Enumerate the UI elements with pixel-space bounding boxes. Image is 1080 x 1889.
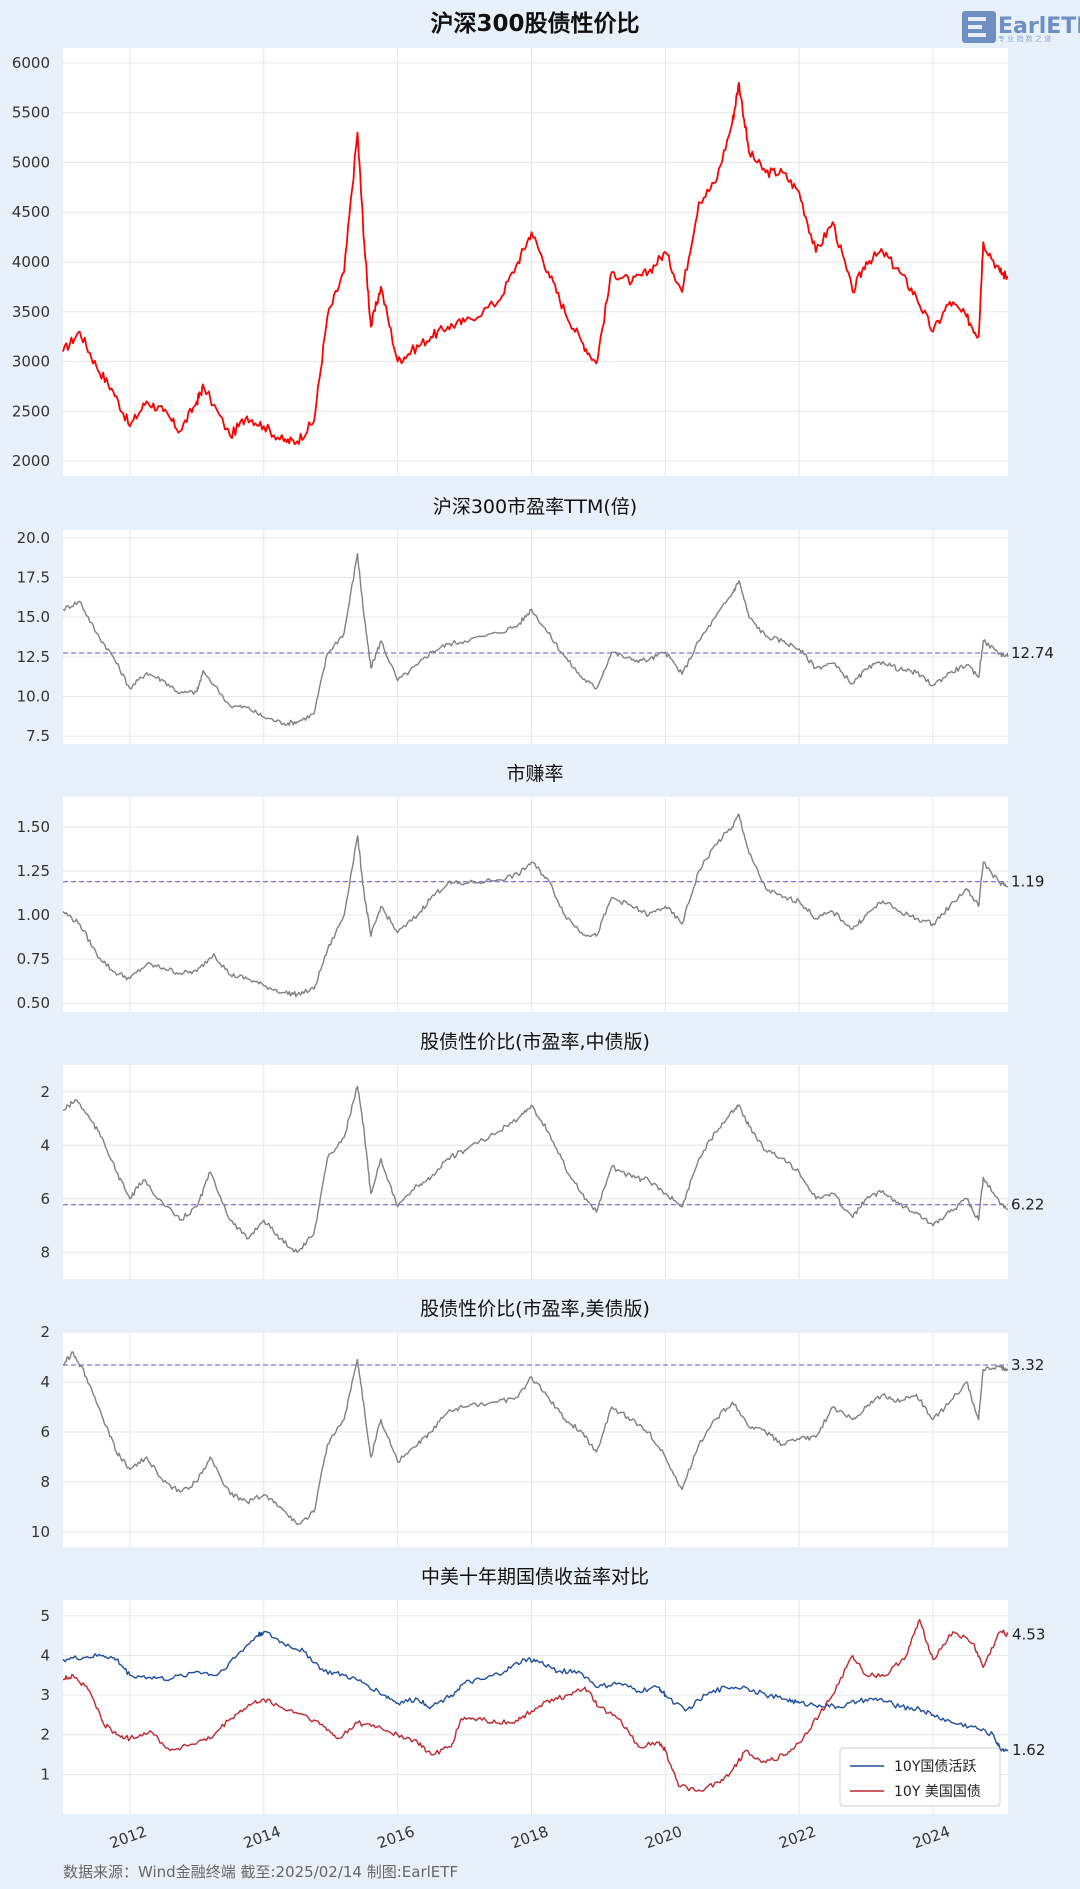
y-tick-label: 6: [40, 1190, 50, 1208]
x-tick-label: 2024: [910, 1822, 952, 1852]
y-tick-label: 4: [40, 1373, 50, 1391]
chart-panel-2: 沪深300市盈率TTM(倍) 7.5 10.0 12.5 15.0 17.5 20.0 12.…: [17, 496, 1054, 745]
chart-panel-5: 股债性价比(市盈率,美债版) 2 4 6 8 10 3.32: [31, 1298, 1044, 1547]
y-tick-label: 6000: [12, 54, 50, 72]
x-tick-label: 2020: [643, 1822, 685, 1852]
y-tick-label: 4: [40, 1136, 50, 1154]
y-tick-label: 7.5: [26, 727, 50, 745]
chart-panel-3: 市赚率 0.50 0.75 1.00 1.25 1.50 1.19: [17, 763, 1045, 1012]
chart-panel-6: 中美十年期国债收益率对比 1 2 3 4 5 1.62 4.53 10Y国债活跃 10Y 美国国债…: [40, 1566, 1045, 1852]
legend-label: 10Y 美国国债: [894, 1784, 981, 1800]
y-tick-label: 10.0: [17, 687, 50, 705]
y-tick-label: 1.00: [17, 906, 50, 924]
y-tick-label: 2: [40, 1726, 50, 1744]
y-tick-label: 1.50: [17, 818, 50, 836]
logo-text: EarlETF: [998, 14, 1080, 39]
reference-value-label: 6.22: [1011, 1196, 1044, 1214]
panel-title: 市赚率: [506, 763, 563, 785]
panel-title: 股债性价比(市盈率,中债版): [420, 1031, 650, 1053]
plot-area: [63, 1065, 1008, 1279]
y-tick-label: 5000: [12, 153, 50, 171]
y-tick-label: 3500: [12, 303, 50, 321]
y-tick-label: 5500: [12, 104, 50, 122]
series-line-2: [62, 1619, 1009, 1792]
series-line-1: [62, 813, 1009, 998]
y-tick-label: 3000: [12, 353, 50, 371]
x-tick-label: 2012: [107, 1822, 149, 1852]
series-line-1: [62, 81, 1009, 445]
source-note: 数据来源：Wind金融终端 截至:2025/02/14 制图:EarlETF: [63, 1863, 458, 1881]
y-tick-label: 2: [40, 1323, 50, 1341]
chart-panel-4: 股债性价比(市盈率,中债版) 2 4 6 8 6.22: [40, 1031, 1044, 1279]
chart-panel-1: 2000 2500 3000 3500 4000 4500 5000 5500 6000: [12, 48, 1009, 476]
y-tick-label: 1.25: [17, 862, 50, 880]
y-tick-label: 12.5: [17, 648, 50, 666]
y-tick-label: 3: [40, 1686, 50, 1704]
y-tick-label: 4000: [12, 253, 50, 271]
series-line-1: [62, 1630, 1009, 1752]
y-tick-label: 2: [40, 1083, 50, 1101]
y-tick-label: 2500: [12, 402, 50, 420]
y-tick-label: 0.50: [17, 994, 50, 1012]
y-tick-label: 8: [40, 1243, 50, 1261]
panel-title: 股债性价比(市盈率,美债版): [420, 1298, 650, 1320]
reference-value-label: 1.19: [1011, 873, 1044, 891]
y-tick-label: 6: [40, 1423, 50, 1441]
panel-title: 中美十年期国债收益率对比: [421, 1566, 649, 1588]
x-tick-label: 2018: [509, 1822, 551, 1852]
chart-panels: 2000 2500 3000 3500 4000 4500 5000 5500 6000 沪深30…: [12, 48, 1054, 1852]
series-line-1: [62, 1085, 1009, 1253]
series-end-label: 1.62: [1012, 1741, 1045, 1759]
series-line-1: [62, 1351, 1008, 1526]
plot-area: [63, 1332, 1008, 1547]
x-tick-label: 2016: [375, 1822, 417, 1852]
y-tick-label: 5: [40, 1607, 50, 1625]
y-tick-label: 17.5: [17, 569, 50, 587]
reference-value-label: 12.74: [1011, 644, 1054, 662]
y-tick-label: 4: [40, 1646, 50, 1664]
legend: 10Y国债活跃 10Y 美国国债: [839, 1747, 1001, 1807]
legend-label: 10Y国债活跃: [894, 1759, 976, 1775]
y-tick-label: 15.0: [17, 608, 50, 626]
plot-area: [63, 530, 1008, 744]
x-tick-label: 2014: [241, 1822, 283, 1852]
y-tick-label: 20.0: [17, 529, 50, 547]
y-tick-label: 1: [40, 1765, 50, 1783]
logo: EarlETF 专 业 指 数 之 道: [962, 11, 1080, 43]
panel-title: 沪深300市盈率TTM(倍): [433, 496, 637, 518]
series-line-1: [62, 553, 1009, 726]
logo-tagline: 专 业 指 数 之 道: [998, 34, 1051, 43]
y-tick-label: 0.75: [17, 950, 50, 968]
reference-value-label: 3.32: [1011, 1356, 1044, 1374]
plot-area: [63, 797, 1008, 1012]
y-tick-label: 2000: [12, 452, 50, 470]
y-tick-label: 10: [31, 1523, 50, 1541]
y-tick-label: 4500: [12, 203, 50, 221]
series-end-label: 4.53: [1012, 1625, 1045, 1643]
main-title: 沪深300股债性价比: [430, 10, 639, 37]
y-tick-label: 8: [40, 1473, 50, 1491]
x-tick-label: 2022: [776, 1822, 818, 1852]
